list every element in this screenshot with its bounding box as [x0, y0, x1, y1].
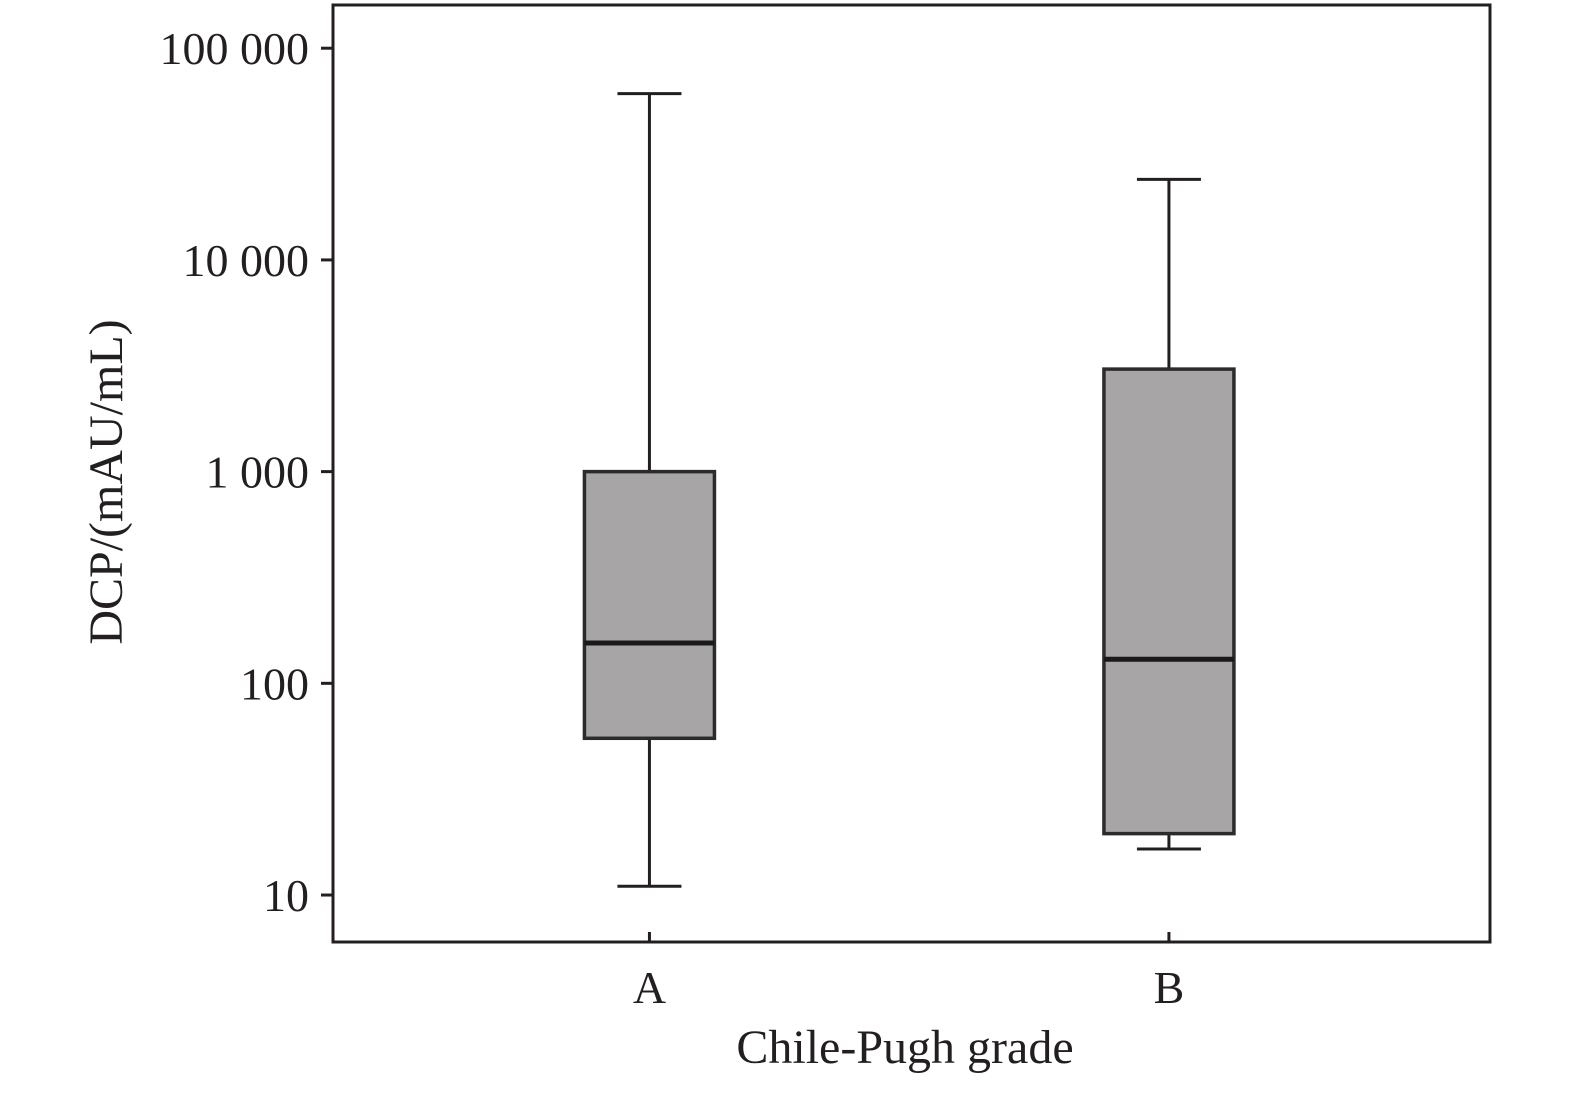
- y-axis: 10 100 1 000 10 000 100 000: [160, 23, 333, 921]
- iqr-box: [1102, 367, 1236, 836]
- x-axis-title: Chile-Pugh grade: [736, 1021, 1073, 1074]
- plot-frame: [331, 3, 1492, 944]
- x-tick-label: A: [633, 962, 666, 1013]
- y-tick-label: 10: [263, 870, 309, 921]
- y-tick-label: 100 000: [160, 23, 310, 74]
- box-series: [582, 92, 1236, 888]
- box-A: [582, 92, 717, 888]
- iqr-box: [582, 469, 717, 741]
- x-tick-label: B: [1154, 962, 1185, 1013]
- y-tick-label: 100: [240, 658, 309, 709]
- box-B: [1102, 177, 1236, 851]
- y-axis-title: DCP/(mAU/mL): [80, 319, 133, 644]
- y-tick-label: 10 000: [183, 235, 310, 286]
- y-tick-label: 1 000: [206, 447, 310, 498]
